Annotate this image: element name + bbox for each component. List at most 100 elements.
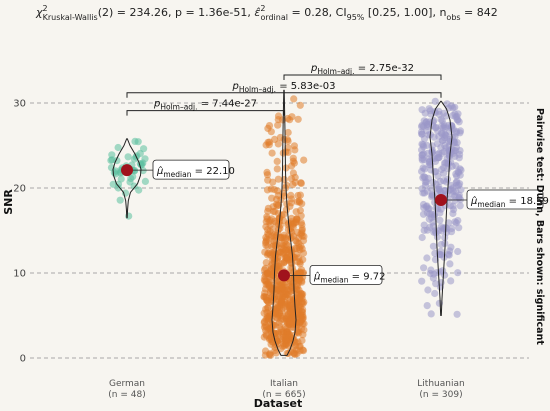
title-n-value: = 842 (461, 6, 498, 19)
x-tick-label: Lithuanian (417, 379, 464, 389)
data-point (426, 157, 434, 165)
data-point (284, 128, 292, 137)
data-point (116, 196, 124, 204)
median-label: μ̂median = 22.10 (156, 165, 235, 179)
data-point (424, 286, 432, 294)
violins (112, 89, 453, 356)
data-point (110, 168, 118, 176)
data-point (419, 210, 428, 218)
data-point (269, 225, 277, 233)
data-point (292, 208, 300, 216)
data-point (290, 142, 298, 150)
data-point (262, 141, 270, 149)
data-point (455, 118, 463, 126)
title-eps-value: = 0.28, CI (288, 6, 347, 19)
data-point (268, 194, 276, 202)
title-ci-sub: 95% (347, 13, 365, 22)
data-point (440, 109, 448, 117)
data-point (453, 310, 461, 318)
data-point (287, 259, 295, 267)
data-point (272, 349, 280, 357)
data-point (289, 310, 297, 318)
data-point (434, 154, 442, 162)
title-stat-sub: Kruskal-Wallis (43, 13, 98, 22)
data-point (265, 231, 273, 239)
data-point (418, 233, 426, 242)
data-point (264, 207, 272, 215)
data-point (446, 260, 454, 268)
data-point (124, 153, 132, 161)
data-point (298, 221, 306, 229)
data-point (282, 164, 290, 172)
data-point (289, 181, 297, 189)
chart-title: χ2 Kruskal-Wallis(2) = 234.26, p = 1.36e-… (35, 4, 498, 22)
data-point (431, 289, 439, 298)
data-point (277, 316, 285, 324)
data-point (260, 323, 269, 331)
data-point (436, 177, 444, 186)
data-point (298, 299, 306, 307)
median-point (278, 269, 290, 282)
data-point (129, 173, 137, 181)
data-point (264, 304, 272, 312)
data-point (454, 247, 462, 256)
data-point (292, 244, 300, 253)
data-point (426, 107, 434, 115)
data-point (438, 117, 446, 125)
data-point (300, 156, 308, 164)
data-point (456, 202, 464, 210)
data-point (427, 310, 435, 318)
data-point (419, 174, 427, 182)
data-point (441, 233, 449, 242)
data-point (273, 165, 281, 173)
x-tick-label: German (109, 379, 145, 389)
data-point (440, 148, 448, 156)
title-eps-sup: 2 (260, 4, 265, 13)
data-point (278, 234, 286, 242)
data-points (107, 95, 465, 359)
data-point (289, 320, 297, 328)
data-point (267, 351, 275, 359)
data-point (428, 142, 436, 150)
median-label-box (466, 189, 544, 210)
title-stat-sup: 2 (43, 4, 48, 13)
data-point (292, 215, 300, 223)
data-point (274, 112, 283, 120)
data-point (454, 110, 462, 118)
median-label-box (309, 264, 383, 285)
median-point (435, 193, 447, 206)
data-point (282, 246, 290, 254)
data-point (282, 334, 290, 342)
data-point (431, 227, 439, 235)
data-point (268, 338, 276, 346)
data-point (420, 264, 428, 272)
title-stat-symbol: χ (35, 6, 43, 19)
data-point (299, 311, 307, 319)
data-point (294, 198, 302, 206)
y-tick-labels: 0 10 20 30 (13, 99, 26, 365)
data-point (420, 135, 429, 143)
data-point (451, 196, 459, 204)
data-point (418, 277, 426, 285)
data-point (433, 233, 441, 241)
data-point (290, 159, 298, 167)
data-point (114, 143, 122, 152)
data-point (273, 202, 281, 210)
data-point (278, 300, 286, 308)
title-df: (2) = 234.26 (98, 6, 168, 19)
data-point (429, 242, 437, 250)
data-point (263, 186, 272, 194)
data-point (281, 192, 289, 200)
data-point (418, 154, 426, 162)
y-axis-label: SNR (2, 189, 15, 215)
median-label-box (152, 159, 230, 180)
data-point (264, 124, 272, 132)
title-n-sub: obs (446, 13, 460, 22)
median-label: μ̂median = 18.59 (470, 195, 549, 209)
data-point (432, 280, 440, 288)
data-point (294, 328, 302, 336)
data-point (431, 249, 439, 257)
data-point (288, 113, 296, 121)
title-eps-symbol: ε̂ (254, 6, 260, 19)
data-point (450, 147, 458, 155)
